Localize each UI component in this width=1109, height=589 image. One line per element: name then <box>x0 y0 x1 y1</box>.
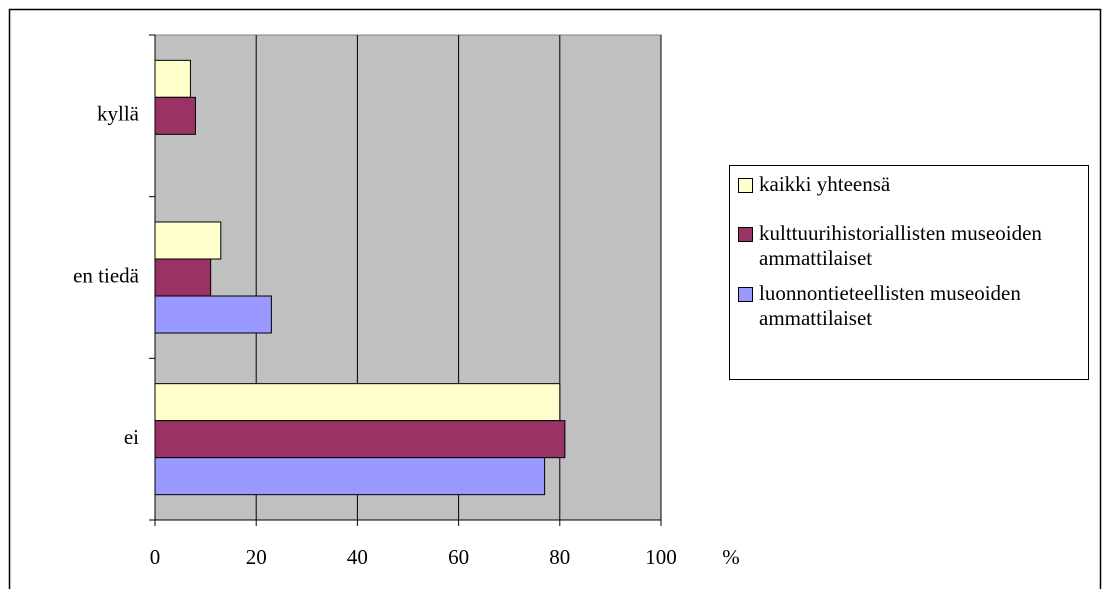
x-tick-label: 0 <box>150 545 161 569</box>
bar <box>154 96 196 135</box>
legend-swatch <box>738 287 753 302</box>
x-tick-label: 40 <box>347 545 368 569</box>
y-tick-label: ei <box>124 425 139 449</box>
x-tick-label: 20 <box>246 545 267 569</box>
legend-swatch <box>738 178 753 193</box>
legend-entry: luonnontieteellisten museoiden ammattila… <box>738 281 1088 331</box>
legend-entry: kulttuurihistoriallisten museoiden ammat… <box>738 221 1088 271</box>
legend-label: kaikki yhteensä <box>759 172 891 196</box>
bar <box>154 295 272 334</box>
legend-label: luonnontieteellisten museoiden ammattila… <box>759 281 1021 330</box>
bar <box>154 59 191 98</box>
x-tick-label: 80 <box>549 545 570 569</box>
bar <box>154 221 222 260</box>
bar <box>154 258 212 297</box>
legend: kaikki yhteensä kulttuurihistoriallisten … <box>729 165 1089 380</box>
bar <box>154 457 546 496</box>
x-tick-label: 60 <box>448 545 469 569</box>
x-axis-label: % <box>722 545 740 569</box>
legend-swatch <box>738 227 753 242</box>
legend-label: kulttuurihistoriallisten museoiden ammat… <box>759 221 1042 270</box>
bar <box>154 383 561 422</box>
y-tick-label: kyllä <box>97 102 140 126</box>
y-tick-label: en tiedä <box>73 263 140 287</box>
legend-entry: kaikki yhteensä <box>738 172 1088 197</box>
bar <box>154 420 566 459</box>
x-tick-label: 100 <box>645 545 677 569</box>
chart-frame <box>8 8 1102 589</box>
